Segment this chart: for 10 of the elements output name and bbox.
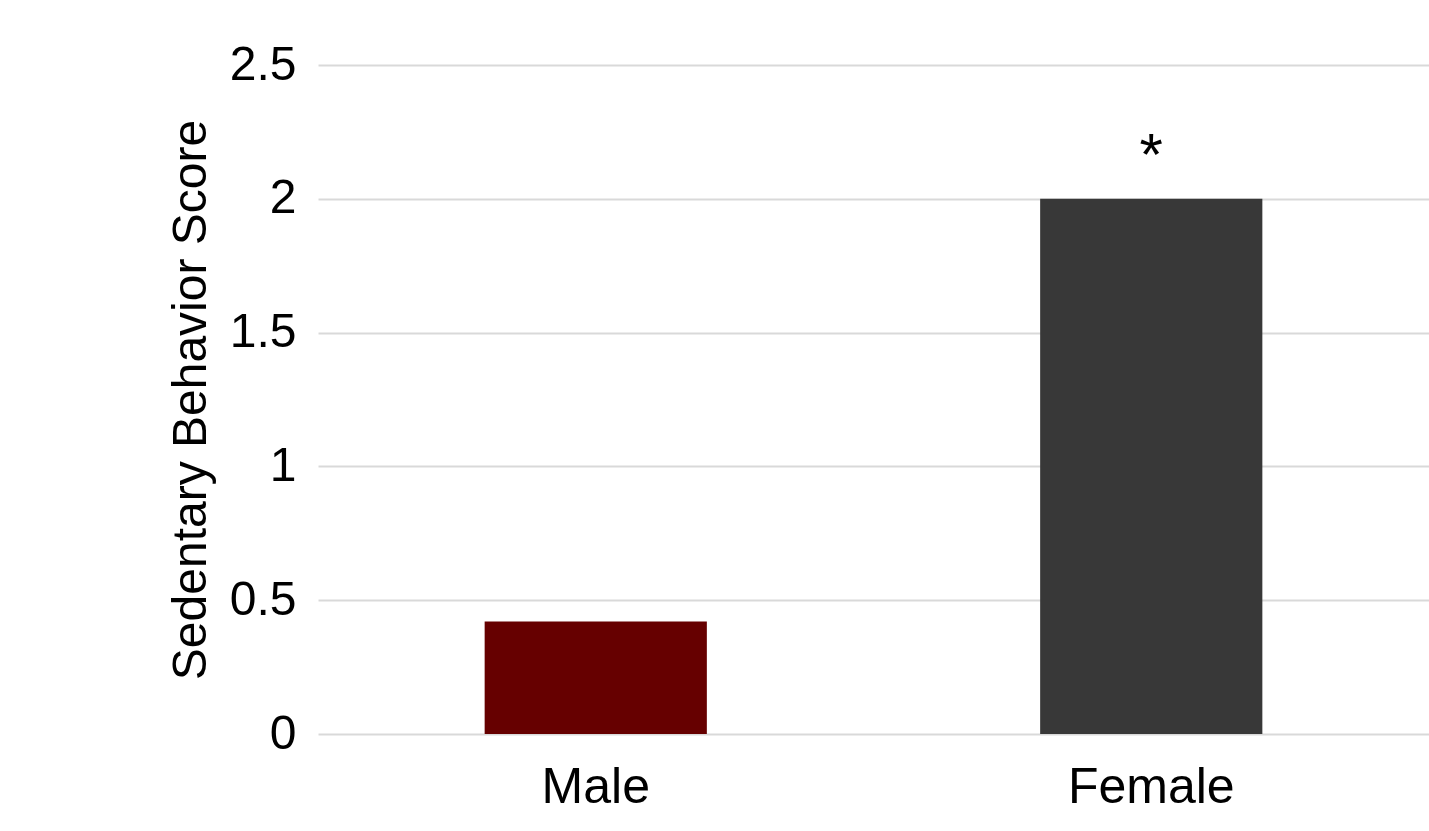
y-tick-label: 1.5 <box>229 304 297 358</box>
y-tick-label: 0 <box>269 705 297 759</box>
y-axis-title: Sedentary Behavior Score <box>162 119 216 681</box>
x-tick-label: Female <box>1067 757 1235 814</box>
annotation: * <box>1139 120 1163 188</box>
y-tick-label: 2.5 <box>229 36 297 90</box>
y-tick-label: 1 <box>269 437 297 491</box>
y-tick-label: 0.5 <box>229 571 297 625</box>
x-tick-label: Male <box>541 757 650 814</box>
y-tick-label: 2 <box>269 170 297 224</box>
